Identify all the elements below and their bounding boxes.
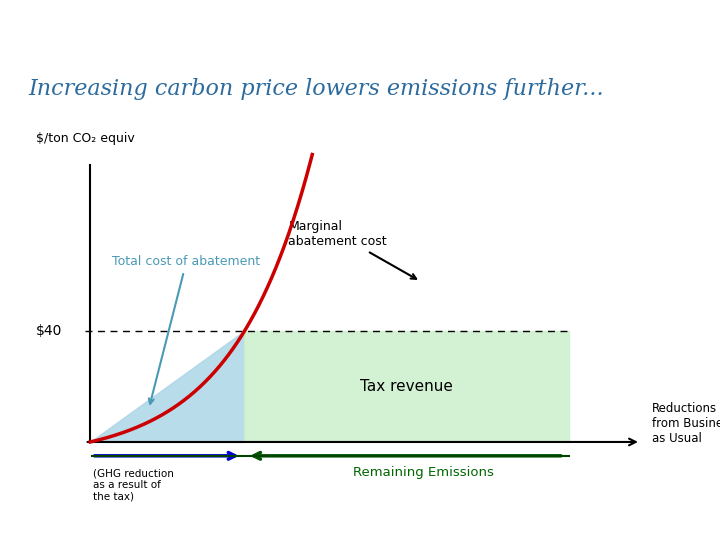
Text: BROOKINGS: BROOKINGS [11,30,112,43]
Text: Total cost of abatement: Total cost of abatement [112,255,261,404]
Text: $40: $40 [36,324,63,338]
Text: 16: 16 [688,31,702,42]
Text: Increasing carbon price lowers emissions further...: Increasing carbon price lowers emissions… [29,78,604,100]
Text: Remaining Emissions: Remaining Emissions [353,465,494,478]
Text: Tax revenue: Tax revenue [361,379,453,394]
Polygon shape [244,331,570,442]
Text: Reductions
from Business
as Usual: Reductions from Business as Usual [652,402,720,446]
Text: Marginal
abatement cost: Marginal abatement cost [289,220,416,279]
Text: $/ton CO₂ equiv: $/ton CO₂ equiv [36,132,135,145]
Polygon shape [90,331,244,442]
Text: (GHG reduction
as a result of
the tax): (GHG reduction as a result of the tax) [93,468,174,502]
